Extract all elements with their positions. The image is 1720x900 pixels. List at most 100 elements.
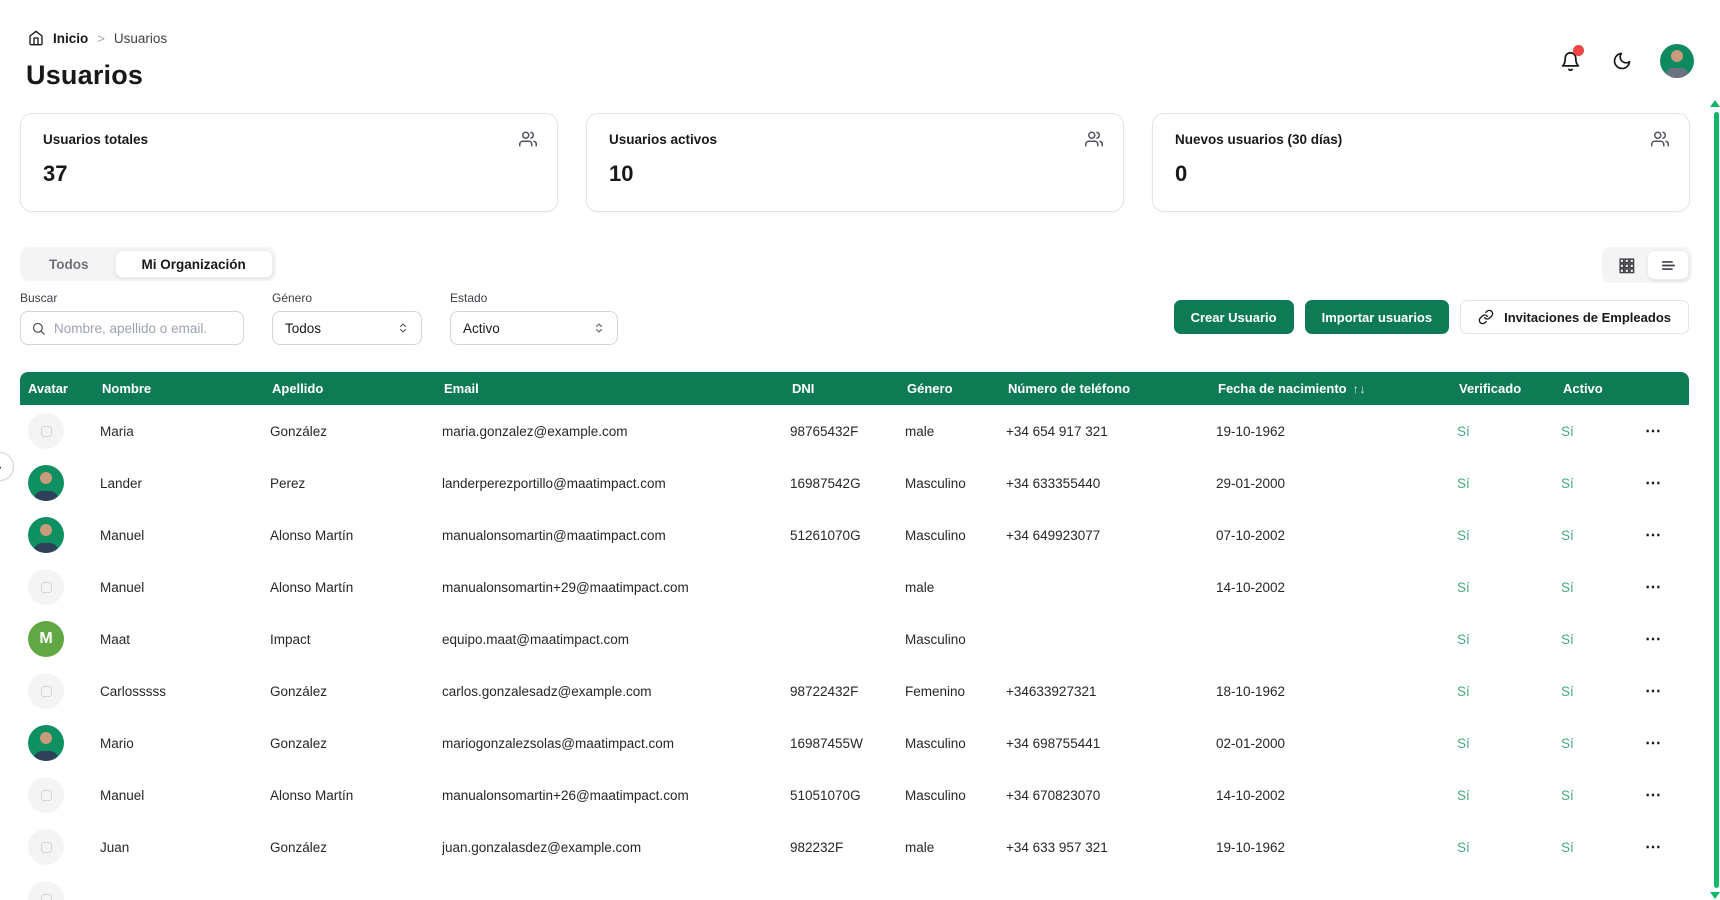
- row-menu-button[interactable]: ⋯: [1645, 631, 1661, 648]
- cell-nombre: Maat: [100, 631, 131, 647]
- cell-apellido: Impact: [270, 631, 311, 647]
- cell-genero: male: [905, 839, 935, 855]
- notifications-button[interactable]: [1556, 45, 1584, 75]
- tab-todos[interactable]: Todos: [49, 256, 89, 272]
- row-menu-button[interactable]: ⋯: [1645, 787, 1661, 804]
- scrollbar[interactable]: [1714, 112, 1719, 888]
- stat-card-new-users: Nuevos usuarios (30 días) 0: [1152, 113, 1690, 212]
- cell-dni: 98722432F: [790, 683, 859, 699]
- cell-activo: Sí: [1561, 839, 1574, 855]
- cell-fecha-nacimiento: 07-10-2002: [1216, 527, 1286, 543]
- sort-icons[interactable]: ↑ ↓: [1353, 382, 1366, 396]
- users-icon: [1085, 130, 1103, 153]
- profile-avatar[interactable]: [1660, 44, 1694, 78]
- cell-telefono: +34633927321: [1006, 683, 1097, 699]
- table-row: Juan González juan.gonzalasdez@example.c…: [20, 821, 1689, 873]
- col-telefono[interactable]: Número de teléfono: [1008, 381, 1131, 396]
- cell-email: equipo.maat@maatimpact.com: [442, 631, 630, 647]
- cell-nombre: Manuel: [100, 787, 145, 803]
- cell-email: juan.gonzalasdez@example.com: [442, 839, 642, 855]
- stat-label: Nuevos usuarios (30 días): [1175, 132, 1343, 147]
- moon-icon: [1613, 52, 1631, 70]
- stat-label: Usuarios activos: [609, 132, 718, 147]
- status-select[interactable]: Activo: [450, 311, 618, 345]
- scroll-up-arrow[interactable]: [1710, 100, 1720, 107]
- cell-genero: Femenino: [905, 683, 966, 699]
- row-menu-button[interactable]: ⋯: [1645, 475, 1661, 492]
- list-icon: [1661, 260, 1675, 270]
- employee-invitations-label: Invitaciones de Empleados: [1504, 309, 1671, 325]
- row-menu-button[interactable]: ⋯: [1645, 527, 1661, 544]
- gender-label: Género: [272, 291, 313, 305]
- cell-telefono: +34 654 917 321: [1006, 423, 1108, 439]
- cell-nombre: Lander: [100, 475, 143, 491]
- cell-fecha-nacimiento: 18-10-1962: [1216, 683, 1286, 699]
- table-row-partial: [20, 873, 1689, 900]
- cell-email: mariogonzalezsolas@maatimpact.com: [442, 735, 675, 751]
- cell-verificado: Sí: [1457, 423, 1470, 439]
- search-label: Buscar: [20, 291, 58, 305]
- list-view-button[interactable]: [1647, 250, 1689, 280]
- cell-email: manualonsomartin+26@maatimpact.com: [442, 787, 689, 803]
- search-input[interactable]: [54, 320, 233, 336]
- row-menu-button[interactable]: ⋯: [1645, 423, 1661, 440]
- cell-nombre: Juan: [100, 839, 130, 855]
- sidebar-expand-button[interactable]: ›: [0, 452, 14, 481]
- row-avatar: [28, 829, 64, 865]
- gender-select[interactable]: Todos: [272, 311, 422, 345]
- col-avatar[interactable]: Avatar: [28, 381, 68, 396]
- row-avatar: [28, 725, 64, 761]
- col-nombre[interactable]: Nombre: [102, 381, 152, 396]
- cell-email: maria.gonzalez@example.com: [442, 423, 628, 439]
- cell-dni: 98765432F: [790, 423, 859, 439]
- create-user-button[interactable]: Crear Usuario: [1173, 300, 1294, 334]
- col-genero[interactable]: Género: [907, 381, 953, 396]
- users-icon: [519, 130, 537, 153]
- search-icon: [31, 321, 46, 336]
- table-header: Avatar Nombre Apellido Email DNI Género …: [20, 372, 1689, 405]
- cell-verificado: Sí: [1457, 579, 1470, 595]
- scroll-down-arrow[interactable]: [1710, 892, 1720, 899]
- col-email[interactable]: Email: [444, 381, 479, 396]
- table-row: Mario Gonzalez mariogonzalezsolas@maatim…: [20, 717, 1689, 769]
- col-dni[interactable]: DNI: [792, 381, 815, 396]
- sort-desc-icon: ↓: [1359, 381, 1366, 396]
- cell-activo: Sí: [1561, 579, 1574, 595]
- row-avatar: M: [28, 621, 64, 657]
- col-fecha-nacimiento[interactable]: Fecha de nacimiento ↑ ↓: [1218, 381, 1366, 396]
- col-verificado[interactable]: Verificado: [1459, 381, 1522, 396]
- cell-email: carlos.gonzalesadz@example.com: [442, 683, 652, 699]
- employee-invitations-button[interactable]: Invitaciones de Empleados: [1460, 300, 1689, 334]
- row-menu-button[interactable]: ⋯: [1645, 579, 1661, 596]
- row-menu-button[interactable]: ⋯: [1645, 839, 1661, 856]
- stat-value: 10: [609, 161, 634, 186]
- cell-dni: 51261070G: [790, 527, 861, 543]
- cell-activo: Sí: [1561, 423, 1574, 439]
- row-menu-button[interactable]: ⋯: [1645, 735, 1661, 752]
- breadcrumb-home[interactable]: Inicio: [53, 30, 89, 46]
- status-select-value: Activo: [463, 320, 500, 336]
- table-row: M Maat Impact equipo.maat@maatimpact.com…: [20, 613, 1689, 665]
- cell-nombre: Maria: [100, 423, 134, 439]
- dark-mode-button[interactable]: [1608, 47, 1636, 75]
- cell-genero: Masculino: [905, 631, 966, 647]
- cell-verificado: Sí: [1457, 735, 1470, 751]
- cell-apellido: Alonso Martín: [270, 527, 354, 543]
- row-avatar: [28, 673, 64, 709]
- col-apellido[interactable]: Apellido: [272, 381, 324, 396]
- import-users-button[interactable]: Importar usuarios: [1304, 300, 1450, 334]
- table-row: Manuel Alonso Martín manualonsomartin+26…: [20, 769, 1689, 821]
- grid-view-button[interactable]: [1605, 250, 1647, 280]
- breadcrumb: Inicio > Usuarios: [28, 30, 167, 46]
- stat-cards: Usuarios totales 37 Usuarios activos 10 …: [20, 113, 1690, 212]
- row-avatar: [28, 881, 64, 900]
- status-label: Estado: [450, 291, 488, 305]
- gender-select-value: Todos: [285, 320, 322, 336]
- cell-apellido: Perez: [270, 475, 306, 491]
- cell-verificado: Sí: [1457, 475, 1470, 491]
- col-activo[interactable]: Activo: [1563, 381, 1603, 396]
- row-menu-button[interactable]: ⋯: [1645, 683, 1661, 700]
- cell-telefono: +34 698755441: [1006, 735, 1101, 751]
- tab-mi-organizacion[interactable]: Mi Organización: [114, 250, 273, 278]
- cell-fecha-nacimiento: 29-01-2000: [1216, 475, 1286, 491]
